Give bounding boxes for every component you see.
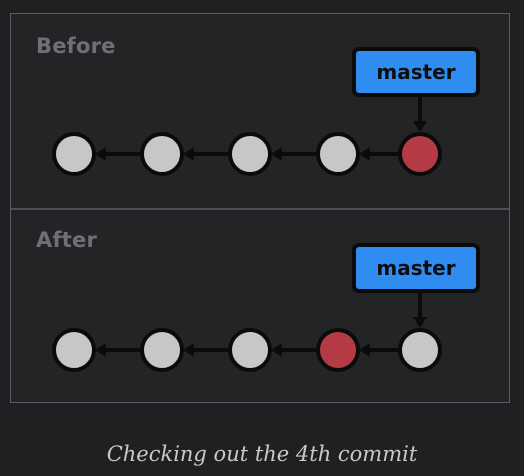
checked-out-commit — [316, 328, 360, 372]
after-panel-title: After — [36, 228, 98, 252]
branch-label-text: master — [376, 256, 455, 280]
commit-node — [228, 132, 272, 176]
before-panel-title: Before — [36, 34, 116, 58]
checked-out-commit — [398, 132, 442, 176]
after-commit-graph: master — [52, 243, 480, 372]
before-panel: Before master — [11, 14, 509, 208]
commit-node — [140, 328, 184, 372]
commit-node — [316, 132, 360, 176]
parent-arrow — [271, 343, 317, 357]
git-diagram: Before master After master — [10, 13, 510, 403]
before-commit-graph: master — [52, 47, 480, 176]
parent-arrow — [359, 343, 399, 357]
branch-label: master — [352, 47, 480, 97]
commit-node — [52, 132, 96, 176]
commit-node — [140, 132, 184, 176]
branch-pointer-arrow — [413, 292, 427, 328]
branch-label-box — [352, 47, 480, 97]
parent-arrow — [359, 147, 399, 161]
branch-label: master — [352, 243, 480, 293]
panel-divider — [11, 208, 509, 210]
commit-node — [52, 328, 96, 372]
commit-node — [398, 328, 442, 372]
branch-label-text: master — [376, 60, 455, 84]
parent-arrow — [95, 343, 141, 357]
parent-arrow — [95, 147, 141, 161]
branch-label-box — [352, 243, 480, 293]
after-panel: After master — [11, 210, 509, 402]
figure-caption: Checking out the 4th commit — [106, 442, 418, 466]
parent-arrow — [183, 343, 229, 357]
parent-arrow — [183, 147, 229, 161]
commit-node — [228, 328, 272, 372]
parent-arrow — [271, 147, 317, 161]
branch-pointer-arrow — [413, 96, 427, 132]
